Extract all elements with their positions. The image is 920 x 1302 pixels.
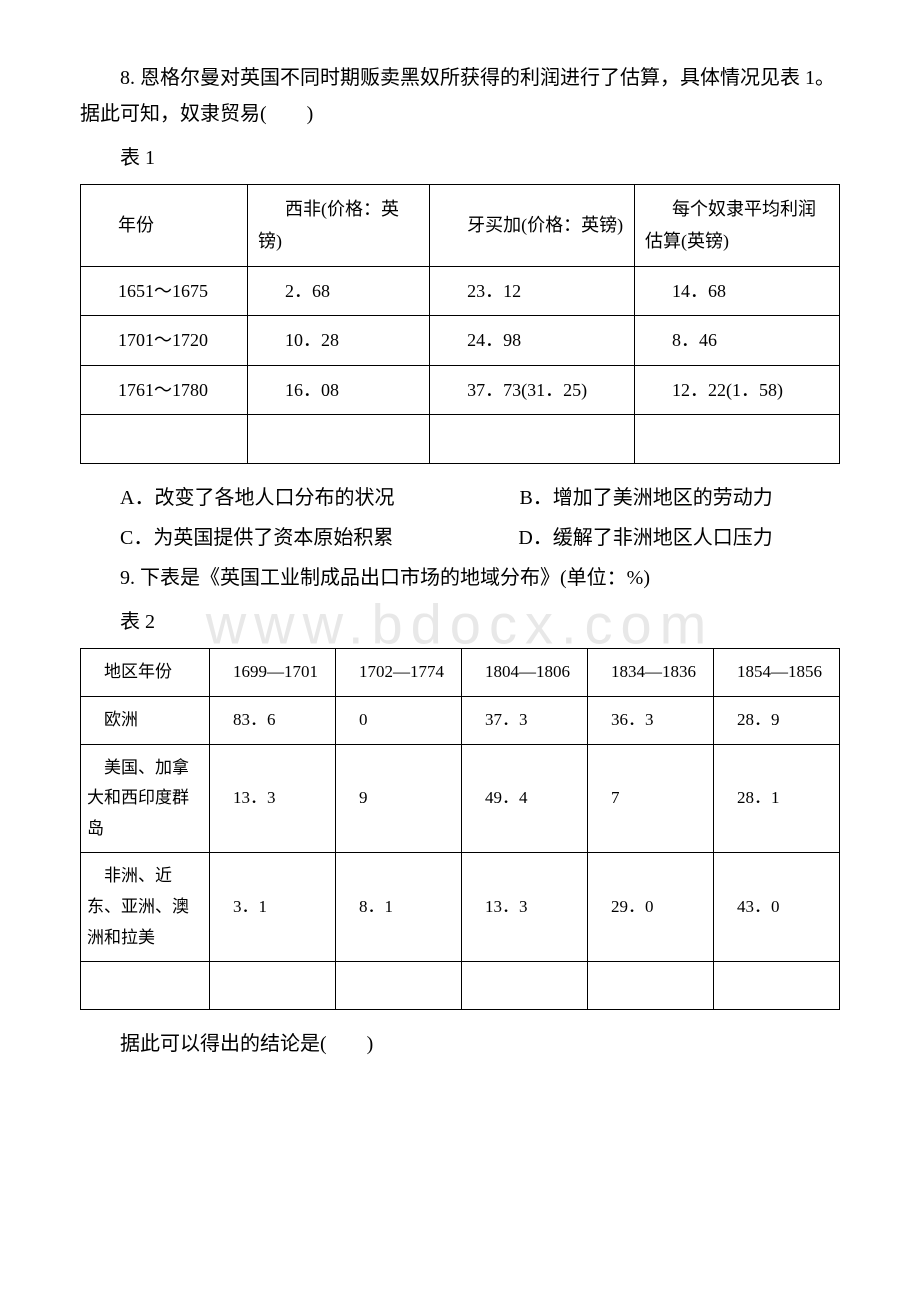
table-header-cell: 1804—1806 (461, 649, 587, 697)
table-cell: 8．1 (336, 853, 462, 962)
table-header-cell: 1699—1701 (210, 649, 336, 697)
table-row (81, 414, 840, 463)
table-cell: 2．68 (247, 266, 429, 315)
table-row: 非洲、近东、亚洲、澳洲和拉美 3．1 8．1 13．3 29．0 43．0 (81, 853, 840, 962)
table-cell: 43．0 (713, 853, 839, 962)
question-9-text: 9. 下表是《英国工业制成品出口市场的地域分布》(单位：%) (80, 560, 840, 596)
table-cell: 37．3 (461, 696, 587, 744)
choice-b: B．增加了美洲地区的劳动力 (479, 480, 772, 516)
table-row: 1701～1720 10．28 24．98 8．46 (81, 316, 840, 365)
table-cell (635, 414, 840, 463)
table-cell: 0 (336, 696, 462, 744)
choice-line-ab: A．改变了各地人口分布的状况 B．增加了美洲地区的劳动力 (80, 480, 840, 516)
choice-line-cd: C．为英国提供了资本原始积累 D．缓解了非洲地区人口压力 (80, 520, 840, 556)
table-cell: 非洲、近东、亚洲、澳洲和拉美 (81, 853, 210, 962)
table-1-label: 表 1 (80, 140, 840, 176)
table-cell: 9 (336, 744, 462, 853)
table-header-cell: 1854—1856 (713, 649, 839, 697)
table-cell: 23．12 (430, 266, 635, 315)
table-cell: 1701～1720 (81, 316, 248, 365)
table-cell: 欧洲 (81, 696, 210, 744)
table-header-cell: 年份 (81, 185, 248, 267)
table-cell: 49．4 (461, 744, 587, 853)
table-cell: 7 (587, 744, 713, 853)
table-2-label: 表 2 (80, 604, 840, 640)
table-header-cell: 每个奴隶平均利润估算(英镑) (635, 185, 840, 267)
table-cell: 28．1 (713, 744, 839, 853)
table-cell: 10．28 (247, 316, 429, 365)
table-2: 地区年份 1699—1701 1702—1774 1804—1806 1834—… (80, 648, 840, 1009)
table-header-cell: 牙买加(价格：英镑) (430, 185, 635, 267)
table-header-cell: 西非(价格：英镑) (247, 185, 429, 267)
table-row: 年份 西非(价格：英镑) 牙买加(价格：英镑) 每个奴隶平均利润估算(英镑) (81, 185, 840, 267)
table-header-cell: 1702—1774 (336, 649, 462, 697)
table-cell (247, 414, 429, 463)
table-cell: 37．73(31．25) (430, 365, 635, 414)
table-row (81, 962, 840, 1010)
table-row: 1761～1780 16．08 37．73(31．25) 12．22(1．58) (81, 365, 840, 414)
table-cell (587, 962, 713, 1010)
table-cell: 12．22(1．58) (635, 365, 840, 414)
table-cell: 28．9 (713, 696, 839, 744)
table-cell: 83．6 (210, 696, 336, 744)
question-9-conclusion: 据此可以得出的结论是( ) (80, 1026, 840, 1062)
table-header-cell: 地区年份 (81, 649, 210, 697)
table-cell (713, 962, 839, 1010)
table-cell: 36．3 (587, 696, 713, 744)
table-cell: 24．98 (430, 316, 635, 365)
table-cell: 13．3 (461, 853, 587, 962)
table-cell (81, 962, 210, 1010)
choice-d: D．缓解了非洲地区人口压力 (478, 520, 772, 556)
table-cell: 8．46 (635, 316, 840, 365)
table-row: 1651～1675 2．68 23．12 14．68 (81, 266, 840, 315)
table-cell: 1651～1675 (81, 266, 248, 315)
table-cell: 3．1 (210, 853, 336, 962)
table-cell (430, 414, 635, 463)
table-cell: 1761～1780 (81, 365, 248, 414)
table-1: 年份 西非(价格：英镑) 牙买加(价格：英镑) 每个奴隶平均利润估算(英镑) 1… (80, 184, 840, 464)
table-cell (210, 962, 336, 1010)
table-row: 美国、加拿大和西印度群岛 13．3 9 49．4 7 28．1 (81, 744, 840, 853)
table-header-cell: 1834—1836 (587, 649, 713, 697)
table-cell: 14．68 (635, 266, 840, 315)
table-row: 地区年份 1699—1701 1702—1774 1804—1806 1834—… (81, 649, 840, 697)
table-cell: 13．3 (210, 744, 336, 853)
question-8-text: 8. 恩格尔曼对英国不同时期贩卖黑奴所获得的利润进行了估算，具体情况见表 1。据… (80, 60, 840, 132)
choice-c: C．为英国提供了资本原始积累 (120, 527, 393, 549)
table-row: 欧洲 83．6 0 37．3 36．3 28．9 (81, 696, 840, 744)
table-cell (336, 962, 462, 1010)
table-cell: 16．08 (247, 365, 429, 414)
choice-a: A．改变了各地人口分布的状况 (120, 487, 394, 509)
table-cell: 美国、加拿大和西印度群岛 (81, 744, 210, 853)
table-cell (461, 962, 587, 1010)
table-cell: 29．0 (587, 853, 713, 962)
table-cell (81, 414, 248, 463)
